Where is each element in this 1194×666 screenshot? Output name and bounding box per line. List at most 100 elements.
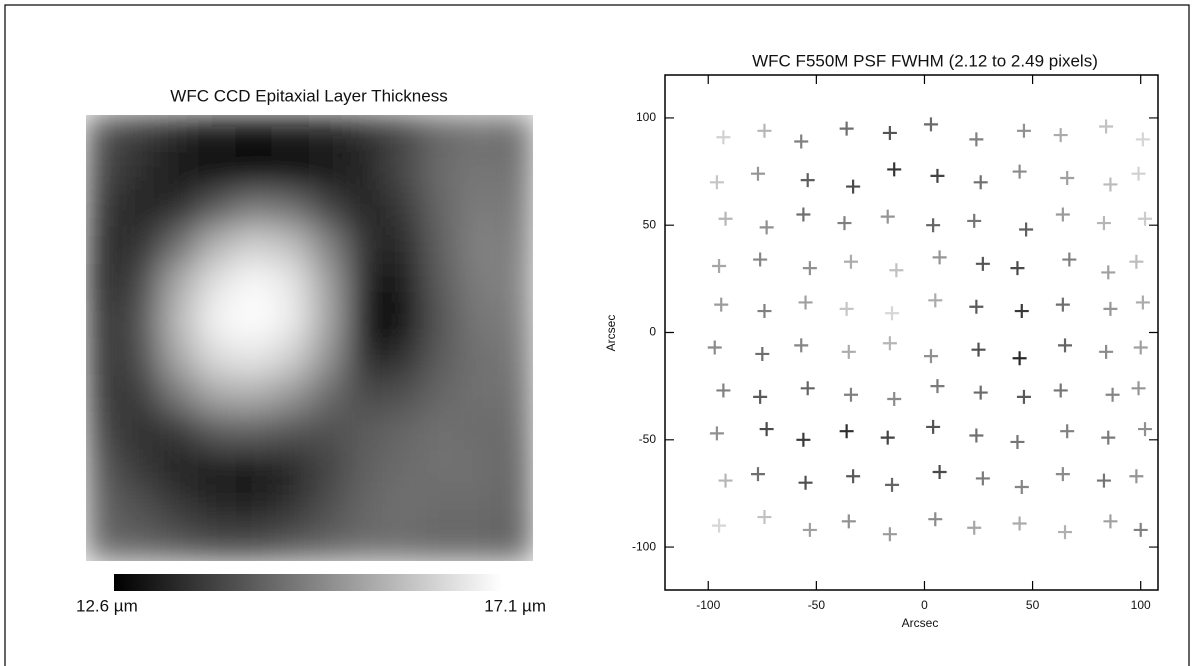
x-tick-label: 0 (921, 598, 928, 612)
psf-point (928, 512, 943, 527)
heat-cell (86, 300, 124, 339)
heat-cell (197, 263, 236, 302)
heat-cell (272, 226, 310, 265)
psf-point (759, 422, 774, 437)
heat-cell (123, 412, 161, 450)
heat-cell (86, 338, 124, 376)
psf-point (839, 121, 854, 136)
psf-point (1138, 422, 1153, 437)
psf-point (882, 336, 897, 351)
heat-cell (309, 523, 348, 561)
psf-point (718, 473, 733, 488)
plot: -100 -50 0 50 100 -100 -50 0 50 100 (632, 74, 1159, 612)
heat-cell (86, 486, 124, 525)
y-tick-label: 50 (643, 217, 657, 231)
psf-point (716, 130, 731, 145)
heat-cell (346, 375, 385, 413)
psf-point (967, 520, 982, 535)
psf-point (969, 299, 984, 314)
heat-cell (346, 152, 385, 190)
psf-point (887, 392, 902, 407)
psf-point (926, 218, 941, 233)
psf-point (1016, 389, 1031, 404)
heat-cell (346, 226, 385, 265)
psf-point (887, 162, 902, 177)
heat-cell (421, 338, 459, 376)
psf-point (973, 385, 988, 400)
heat-cell (235, 523, 273, 561)
heat-cell (86, 189, 124, 227)
heat-cell (346, 486, 385, 525)
heat-cell (384, 263, 422, 302)
heat-cell (235, 412, 273, 450)
frame (4, 4, 1190, 666)
heat-cell (272, 300, 310, 339)
heat-cell (272, 115, 310, 153)
heat-cell (495, 486, 533, 525)
psf-point (971, 342, 986, 357)
heat-cell (160, 338, 199, 376)
heat-cell (384, 486, 422, 525)
psf-point (796, 432, 811, 447)
heat-cell (384, 523, 422, 561)
colorbar (114, 574, 502, 591)
psf-point (973, 175, 988, 190)
psf-point (1103, 177, 1118, 192)
heat-cell (272, 523, 310, 561)
psf-point (1131, 381, 1146, 396)
heat-cell (421, 152, 459, 190)
psf-point (1010, 261, 1025, 276)
heat-cell (384, 449, 422, 488)
psf-point (800, 173, 815, 188)
psf-point (1014, 480, 1029, 494)
psf-point (712, 258, 727, 273)
heat-cell (384, 226, 422, 265)
psf-point (1138, 211, 1153, 226)
heat-cell (235, 189, 273, 227)
psf-point (928, 293, 943, 308)
psf-point (969, 132, 984, 147)
heat-cell (197, 338, 236, 376)
heat-cell (235, 449, 273, 488)
psf-point (880, 209, 895, 224)
psf-point (1133, 522, 1148, 537)
x-tick-label: 100 (1131, 598, 1151, 612)
heat-cell (421, 523, 459, 561)
heat-cell (197, 449, 236, 488)
heat-cell (458, 412, 497, 450)
heat-cell (86, 115, 124, 153)
psf-point (1105, 387, 1120, 402)
psf-point (882, 527, 897, 542)
psf-point (1129, 254, 1144, 269)
heat-cell (346, 263, 385, 302)
heat-cell (123, 486, 161, 525)
heat-cell (458, 300, 497, 339)
heat-cell (235, 300, 273, 339)
heat-cell (384, 338, 422, 376)
heat-cell (346, 338, 385, 376)
psf-point (1131, 166, 1146, 181)
psf-point (841, 514, 856, 529)
psf-point (1133, 340, 1148, 355)
image-title: WFC CCD Epitaxial Layer Thickness (170, 86, 447, 105)
psf-point (794, 338, 809, 353)
psf-point (932, 464, 947, 479)
psf-point (750, 467, 765, 482)
heat-cell (123, 338, 161, 376)
heat-cell (235, 263, 273, 302)
heat-cell (160, 523, 199, 561)
y-axis-label: Arcsec (604, 315, 618, 352)
heatmap (86, 115, 533, 561)
psf-point (750, 166, 765, 181)
psf-point (1012, 164, 1027, 179)
heat-cell (123, 226, 161, 265)
heat-cell (458, 449, 497, 488)
psf-point (1053, 383, 1068, 398)
heat-cell (272, 338, 310, 376)
heat-cell (458, 152, 497, 190)
psf-point (800, 381, 815, 396)
psf-point (1060, 424, 1075, 439)
heat-cell (197, 412, 236, 450)
psf-point (1055, 297, 1070, 312)
